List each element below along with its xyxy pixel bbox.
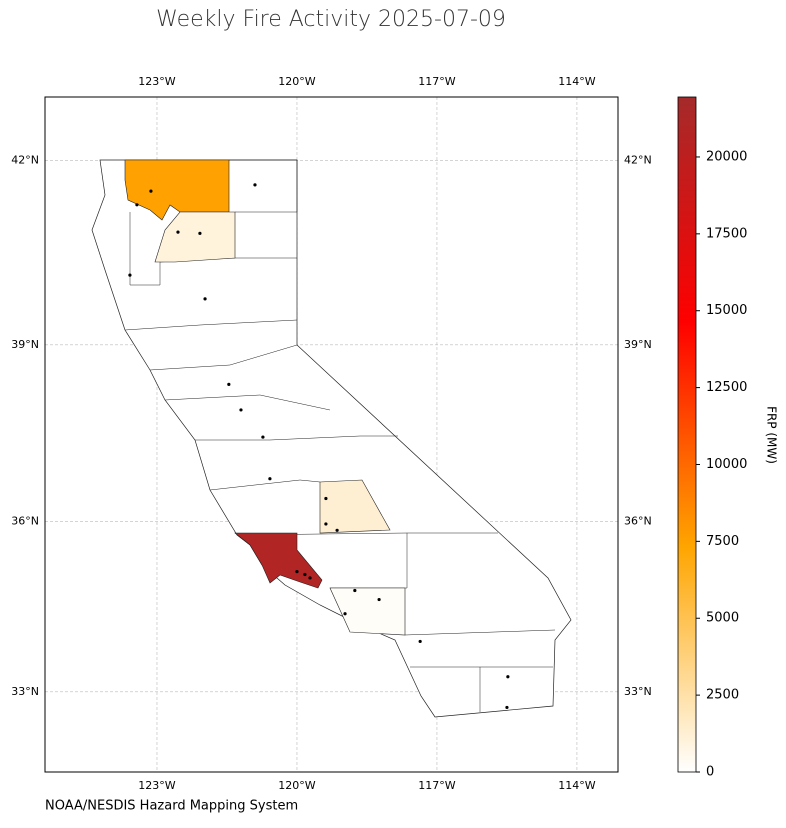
fire-point [198, 231, 202, 235]
fire-point [239, 408, 243, 412]
region [234, 532, 323, 589]
fire-point [343, 612, 347, 616]
y-tick-label: 42°N [11, 153, 39, 166]
colorbar-tick-label: 10000 [706, 457, 747, 472]
x-tick-label: 114°W [558, 779, 595, 792]
x-tick-label: 117°W [418, 779, 455, 792]
fire-point [203, 297, 207, 301]
fire-point [149, 189, 153, 193]
region [329, 587, 406, 636]
y-tick-label: 33°N [624, 685, 652, 698]
y-tick-label: 39°N [624, 338, 652, 351]
source-note: NOAA/NESDIS Hazard Mapping System [45, 799, 298, 814]
fire-point [261, 435, 265, 439]
colorbar-tick-label: 5000 [706, 611, 739, 626]
fire-point [295, 570, 299, 574]
colorbar-tick-label: 20000 [706, 149, 747, 164]
fire-point [506, 675, 510, 679]
y-tick-label: 36°N [11, 515, 39, 528]
colorbar-tick-label: 17500 [706, 226, 747, 241]
fire-point [135, 203, 139, 207]
fire-point [418, 639, 422, 644]
fire-point [176, 230, 180, 234]
y-tick-label: 42°N [624, 153, 652, 166]
y-tick-label: 39°N [11, 338, 39, 351]
x-tick-label: 123°W [138, 75, 175, 88]
region [154, 211, 236, 263]
fire-point [324, 522, 328, 526]
fire-point [324, 496, 328, 501]
fire-point [335, 528, 339, 532]
colorbar-tick-label: 15000 [706, 303, 747, 318]
colorbar-tick-label: 12500 [706, 380, 747, 395]
x-tick-label: 123°W [138, 779, 175, 792]
region [124, 159, 230, 221]
colorbar-tick-label: 0 [706, 765, 714, 780]
colorbar-tick-label: 7500 [706, 534, 739, 549]
fire-point [377, 597, 381, 602]
fire-point [505, 705, 509, 710]
fire-point [268, 477, 272, 481]
x-tick-label: 120°W [278, 779, 315, 792]
colorbar-label: FRP (MW) [765, 406, 779, 464]
x-tick-label: 117°W [418, 75, 455, 88]
x-tick-label: 120°W [278, 75, 315, 88]
fire-point [303, 572, 307, 577]
x-tick-label: 114°W [558, 75, 595, 88]
fire-point [128, 273, 132, 277]
colorbar [677, 96, 697, 773]
map-title: Weekly Fire Activity 2025-07-09 [156, 7, 506, 32]
fire-point [227, 382, 231, 386]
fire-point [253, 183, 257, 187]
fire-point [353, 588, 357, 593]
y-tick-label: 33°N [11, 685, 39, 698]
region [319, 479, 391, 534]
fire-point [308, 576, 312, 580]
y-tick-label: 36°N [624, 515, 652, 528]
map-frame [44, 96, 619, 773]
colorbar-tick-label: 2500 [706, 688, 739, 703]
